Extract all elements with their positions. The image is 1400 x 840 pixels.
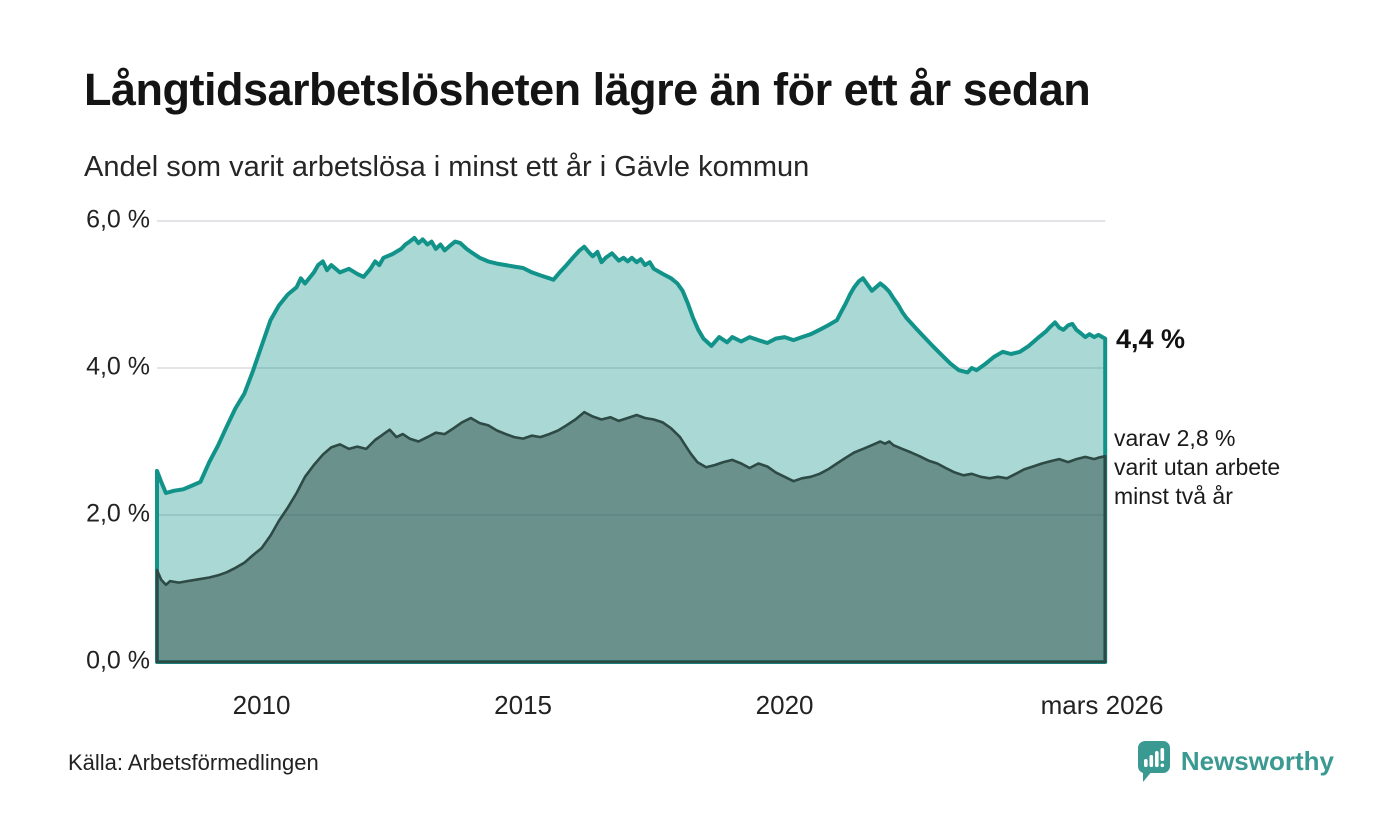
- sub-series-note: varav 2,8 % varit utan arbete minst två …: [1114, 424, 1280, 511]
- page-subtitle: Andel som varit arbetslösa i minst ett å…: [84, 151, 810, 183]
- x-axis-label: 2010: [232, 690, 291, 720]
- x-axis-label: 2015: [494, 690, 553, 720]
- page-title: Långtidsarbetslösheten lägre än för ett …: [84, 64, 1091, 115]
- y-axis-label: 0,0 %: [86, 646, 150, 675]
- area-unemployed-two-years: [155, 410, 1107, 664]
- newsworthy-wordmark: Newsworthy: [1180, 745, 1334, 776]
- y-axis-label: 6,0 %: [86, 205, 150, 234]
- x-axis-label: mars 2026: [1040, 690, 1164, 720]
- newsworthy-brand-lockup[interactable]: Newsworthy: [1137, 740, 1334, 782]
- y-axis-label: 4,0 %: [86, 352, 150, 381]
- note-line-3: minst två år: [1114, 483, 1233, 509]
- x-axis-label: 2020: [755, 690, 814, 720]
- source-credit: Källa: Arbetsförmedlingen: [68, 750, 319, 775]
- newsworthy-logo-icon: [1137, 740, 1171, 782]
- y-axis-label: 2,0 %: [86, 499, 150, 528]
- latest-value-label: 4,4 %: [1116, 324, 1186, 354]
- note-line-2: varit utan arbete: [1114, 454, 1281, 480]
- note-line-1: varav 2,8 %: [1114, 425, 1236, 451]
